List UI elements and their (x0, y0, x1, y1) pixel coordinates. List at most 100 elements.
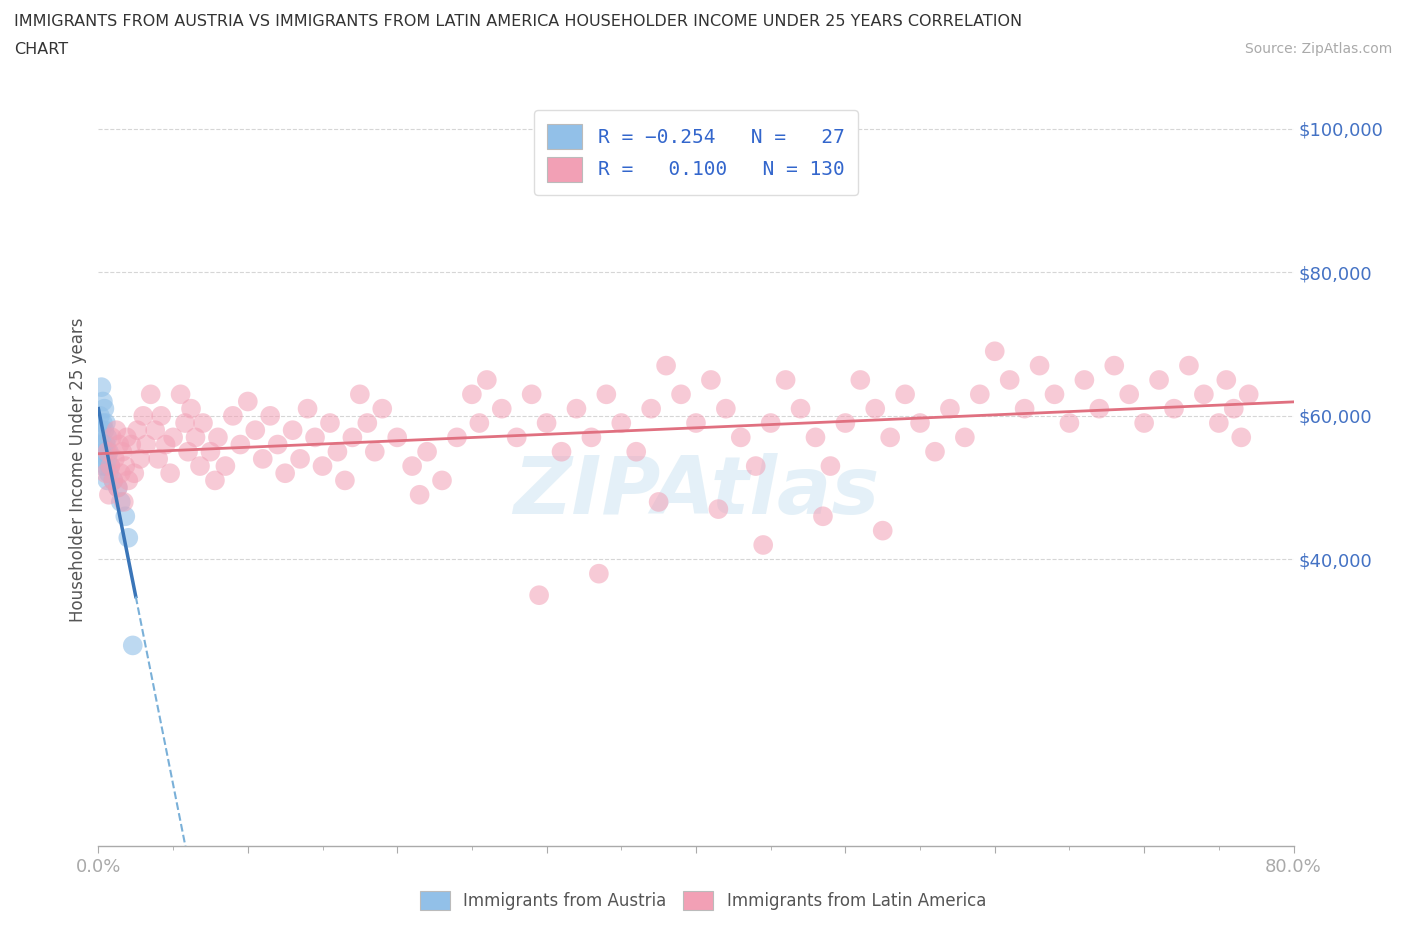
Point (730, 430, 752, 445)
Point (90, 451, 112, 466)
Point (647, 495, 669, 510)
Point (371, 401, 394, 416)
Point (595, 387, 617, 402)
Point (1163, 401, 1185, 416)
Point (115, 430, 138, 445)
Point (700, 373, 723, 388)
Point (229, 437, 252, 452)
Point (640, 401, 662, 416)
Point (93, 423, 115, 438)
Point (326, 445, 349, 459)
Point (1223, 401, 1246, 416)
Point (101, 430, 124, 445)
Point (259, 408, 281, 423)
Point (468, 416, 491, 431)
Point (834, 416, 856, 431)
Point (114, 458, 136, 473)
Point (120, 437, 142, 452)
Point (104, 451, 127, 466)
Point (610, 416, 633, 431)
Point (491, 401, 513, 416)
Point (107, 480, 129, 495)
Point (1178, 358, 1201, 373)
Point (135, 437, 157, 452)
Point (245, 423, 267, 438)
Point (150, 408, 173, 423)
Point (669, 387, 692, 402)
Point (879, 430, 901, 445)
Point (430, 473, 453, 488)
Point (93, 445, 115, 459)
Text: Source: ZipAtlas.com: Source: ZipAtlas.com (1244, 42, 1392, 56)
Point (1088, 401, 1111, 416)
Point (207, 430, 229, 445)
Point (191, 416, 214, 431)
Point (527, 588, 550, 603)
Point (132, 408, 155, 423)
Point (319, 416, 342, 431)
Point (93, 401, 115, 416)
Point (333, 473, 356, 488)
Point (94, 466, 117, 481)
Point (94, 437, 117, 452)
Point (188, 458, 211, 473)
Point (685, 416, 707, 431)
Point (96, 473, 118, 488)
Point (714, 401, 737, 416)
Point (121, 638, 143, 653)
Point (94, 458, 117, 473)
Point (998, 373, 1021, 388)
Point (536, 416, 558, 431)
Point (200, 445, 222, 459)
Point (155, 437, 177, 452)
Point (112, 495, 135, 510)
Point (408, 487, 430, 502)
Point (91, 416, 114, 431)
Point (90, 379, 112, 394)
Point (288, 451, 311, 466)
Y-axis label: Householder Income Under 25 years: Householder Income Under 25 years (69, 317, 87, 622)
Point (475, 373, 498, 388)
Point (655, 358, 678, 373)
Point (97, 466, 120, 481)
Point (759, 416, 782, 431)
Point (1147, 373, 1170, 388)
Point (446, 430, 468, 445)
Point (1059, 416, 1081, 431)
Point (96, 451, 118, 466)
Point (1208, 416, 1230, 431)
Point (143, 423, 166, 438)
Point (872, 524, 894, 538)
Point (91, 437, 114, 452)
Point (581, 430, 603, 445)
Point (385, 430, 409, 445)
Point (506, 430, 529, 445)
Point (865, 401, 887, 416)
Point (297, 401, 319, 416)
Point (110, 466, 132, 481)
Legend: Immigrants from Austria, Immigrants from Latin America: Immigrants from Austria, Immigrants from… (413, 884, 993, 917)
Point (117, 473, 139, 488)
Point (984, 344, 1007, 359)
Point (626, 445, 648, 459)
Point (127, 423, 149, 438)
Point (159, 466, 181, 481)
Text: CHART: CHART (14, 42, 67, 57)
Point (752, 538, 775, 552)
Point (745, 458, 768, 473)
Point (924, 445, 946, 459)
Point (1230, 430, 1253, 445)
Point (364, 445, 387, 459)
Point (304, 430, 326, 445)
Point (89, 408, 111, 423)
Point (96, 430, 118, 445)
Point (139, 387, 162, 402)
Point (177, 445, 200, 459)
Point (969, 387, 991, 402)
Point (97, 487, 120, 502)
Point (267, 437, 290, 452)
Point (107, 480, 129, 495)
Point (1073, 373, 1095, 388)
Text: ZIPAtlas: ZIPAtlas (513, 453, 879, 531)
Point (174, 416, 197, 431)
